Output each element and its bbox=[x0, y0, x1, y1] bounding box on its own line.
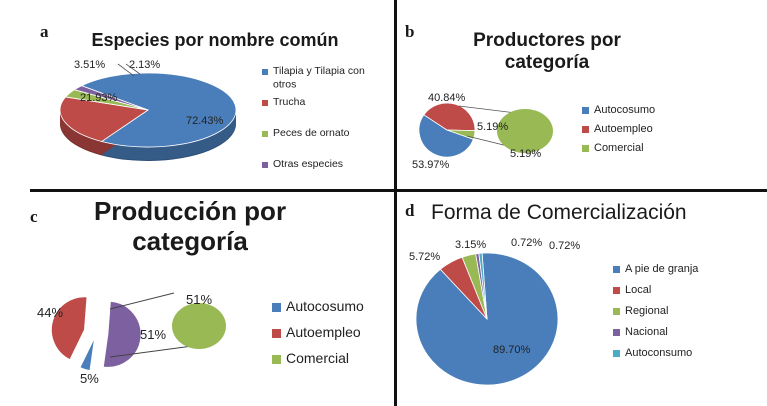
legend-item-swatch bbox=[272, 329, 281, 338]
legend-item-swatch bbox=[272, 355, 281, 364]
legend-item-label: Local bbox=[625, 284, 651, 296]
chart-title-line: categoría bbox=[504, 51, 590, 73]
legend-item-swatch bbox=[613, 308, 620, 315]
chart-panel-a: a Especies por nombre común 72.43% 21.93%… bbox=[0, 0, 395, 190]
pie-slice-autoempleo bbox=[51, 296, 88, 361]
pie-slice-comercial bbox=[446, 129, 476, 140]
legend-item-label: A pie de granja bbox=[625, 263, 699, 275]
pie-chart-b: 53.97% 40.84% 5.19% 5.19% Autocosumo Autoempl… bbox=[412, 92, 655, 171]
legend-item-label: Regional bbox=[625, 305, 668, 317]
leader-line bbox=[117, 63, 135, 77]
pie-slice-comercial bbox=[102, 300, 142, 368]
panel-letter: b bbox=[405, 22, 415, 41]
legend-item-label: Trucha bbox=[273, 96, 305, 108]
legend-item-label: Autocosumo bbox=[594, 104, 655, 116]
connector-line bbox=[109, 292, 175, 310]
data-label: 21.93% bbox=[80, 92, 118, 104]
pie-slice-tilapia bbox=[80, 72, 237, 148]
data-label: 3.15% bbox=[455, 239, 486, 251]
leader-line bbox=[125, 63, 141, 75]
data-label: 72.43% bbox=[186, 115, 224, 127]
pie-slice-otras bbox=[73, 85, 149, 111]
data-label: 44% bbox=[37, 305, 63, 320]
data-label: 0.72% bbox=[549, 240, 580, 252]
chart-title-line: Especies por nombre común bbox=[91, 30, 339, 50]
pie-slice-comercial-detail bbox=[172, 303, 226, 349]
data-label: 3.51% bbox=[74, 59, 105, 71]
pie-slice-autoconsumo bbox=[478, 252, 488, 320]
chart-title: Forma de Comercialización bbox=[431, 201, 721, 225]
legend-item-swatch bbox=[262, 100, 268, 106]
data-label: 5.19% bbox=[477, 121, 508, 133]
connector-line bbox=[109, 344, 201, 358]
chart-panel-d: d Forma de Comercialización 89.70% 5.72% 3… bbox=[397, 193, 767, 406]
legend-item-swatch bbox=[262, 69, 268, 75]
chart-title-line: categoría bbox=[132, 225, 248, 256]
panel-letter: d bbox=[405, 201, 415, 220]
data-label: 89.70% bbox=[493, 344, 531, 356]
data-label: 2.13% bbox=[129, 59, 160, 71]
legend-item-swatch bbox=[582, 145, 589, 152]
legend-item-label: otros bbox=[273, 79, 296, 91]
legend-item-swatch bbox=[582, 107, 589, 114]
legend-item-swatch bbox=[613, 287, 620, 294]
legend-item-label: Tilapia y Tilapia con bbox=[273, 65, 365, 77]
chart-title-line: Forma de Comercialización bbox=[431, 201, 687, 224]
divider-vertical bbox=[394, 0, 397, 406]
pie-chart-d: 89.70% 5.72% 3.15% 0.72% 0.72% A pie de granj… bbox=[409, 237, 699, 386]
legend-item-label: Autoconsumo bbox=[625, 347, 692, 359]
legend-item-swatch bbox=[613, 350, 620, 357]
legend-item-swatch bbox=[262, 162, 268, 168]
pie-slice-trucha bbox=[59, 96, 150, 142]
legend-item-label: Nacional bbox=[625, 326, 668, 338]
pie-slice-pie-granja bbox=[415, 252, 559, 386]
legend-item-swatch bbox=[582, 126, 589, 133]
data-label: 51% bbox=[140, 327, 166, 342]
chart-title: Especies por nombre común bbox=[60, 30, 370, 51]
chart-title-line: Producción por bbox=[93, 196, 287, 226]
data-label: 0.72% bbox=[511, 237, 542, 249]
pie-slice-comercial-detail bbox=[497, 109, 553, 153]
data-label: 51% bbox=[186, 292, 212, 307]
pie-chart-c: 5% 44% 51% 51% Autocosumo Autoempleo Comercial bbox=[37, 292, 364, 386]
pie-slice-autoempleo bbox=[423, 102, 476, 132]
divider-horizontal bbox=[30, 189, 767, 192]
legend-item-label: Comercial bbox=[594, 142, 644, 154]
data-label: 40.84% bbox=[428, 92, 466, 104]
chart-panel-c: c Producción por categoría 5% 44% 51% 51% Au… bbox=[0, 193, 395, 406]
pie-slice-autocosumo bbox=[79, 337, 95, 371]
legend-item-swatch bbox=[613, 266, 620, 273]
chart-panel-b: b Productores por categoría 53.97% 40.84%… bbox=[397, 0, 767, 190]
legend-item-label: Otras especies bbox=[273, 158, 343, 170]
data-label: 53.97% bbox=[412, 159, 450, 171]
legend-item-label: Autoempleo bbox=[594, 123, 653, 135]
pie-chart-a: 72.43% 21.93% 3.51% 2.13% Tilapia y Tilapia … bbox=[59, 59, 365, 170]
legend-item-swatch bbox=[262, 131, 268, 137]
panel-letter: c bbox=[30, 207, 38, 226]
panel-letter: a bbox=[40, 22, 49, 41]
legend-item-label: Autocosumo bbox=[286, 298, 364, 314]
chart-title-line: Productores por bbox=[473, 30, 621, 51]
pie-slice-autocosumo bbox=[418, 114, 474, 158]
chart-title: Productores por categoría bbox=[427, 30, 667, 74]
legend-item-label: Comercial bbox=[286, 350, 349, 366]
legend-item-swatch bbox=[272, 303, 281, 312]
chart-title: Producción por categoría bbox=[70, 196, 310, 257]
data-label: 5.19% bbox=[510, 148, 541, 160]
data-label: 5.72% bbox=[409, 251, 440, 263]
legend-item-label: Autoempleo bbox=[286, 324, 361, 340]
legend-item-swatch bbox=[613, 329, 620, 336]
data-label: 5% bbox=[80, 371, 99, 386]
legend-item-label: Peces de ornato bbox=[273, 127, 350, 139]
